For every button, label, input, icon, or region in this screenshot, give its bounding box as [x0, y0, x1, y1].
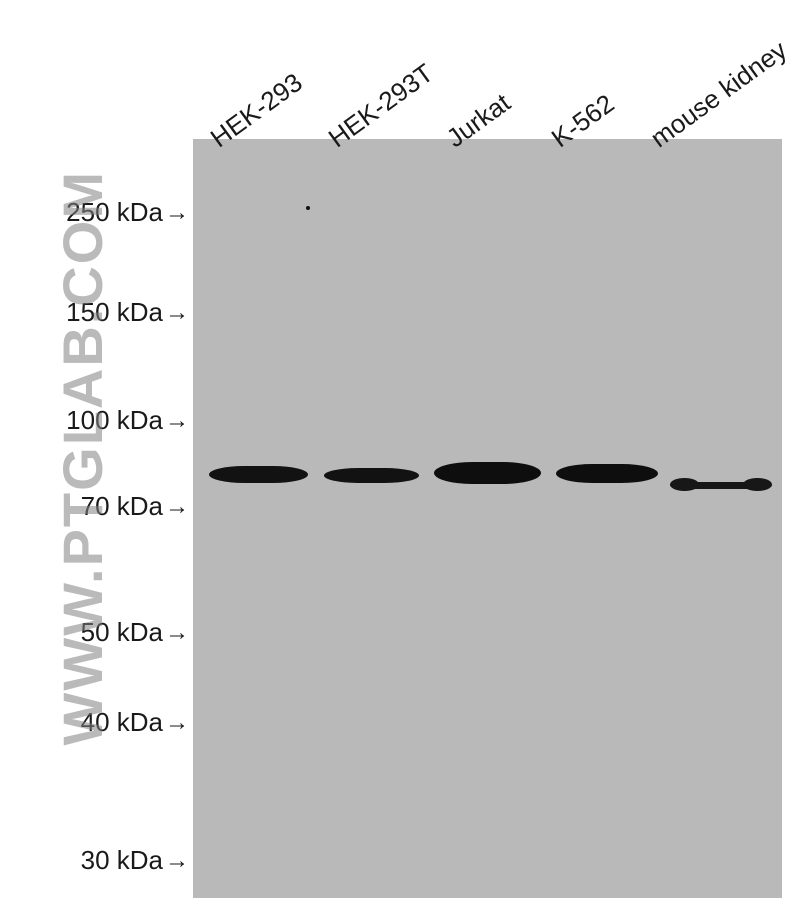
band-lane-2 — [324, 468, 419, 483]
arrow-right-icon: → — [165, 199, 189, 227]
band-lane-4 — [556, 464, 658, 483]
western-blot-figure: HEK-293 HEK-293T Jurkat K-562 mouse kidn… — [0, 0, 810, 903]
blot-membrane — [193, 139, 782, 898]
marker-40: 40 kDa→ — [0, 707, 189, 738]
marker-250: 250 kDa→ — [0, 197, 189, 228]
marker-70: 70 kDa→ — [0, 491, 189, 522]
watermark-text: WWW.PTGLAB.COM — [50, 170, 115, 745]
marker-text: 70 kDa — [81, 491, 163, 522]
blot-speck — [306, 206, 310, 210]
marker-30: 30 kDa→ — [0, 845, 189, 876]
band-lane-1 — [209, 466, 308, 483]
arrow-right-icon: → — [165, 619, 189, 647]
marker-150: 150 kDa→ — [0, 297, 189, 328]
band-lane-3 — [434, 462, 541, 484]
marker-text: 150 kDa — [66, 297, 163, 328]
marker-text: 30 kDa — [81, 845, 163, 876]
arrow-right-icon: → — [165, 493, 189, 521]
marker-text: 40 kDa — [81, 707, 163, 738]
arrow-right-icon: → — [165, 407, 189, 435]
band-end-cap — [743, 478, 772, 491]
arrow-right-icon: → — [165, 847, 189, 875]
marker-100: 100 kDa→ — [0, 405, 189, 436]
band-end-cap — [670, 478, 699, 491]
arrow-right-icon: → — [165, 709, 189, 737]
marker-50: 50 kDa→ — [0, 617, 189, 648]
arrow-right-icon: → — [165, 299, 189, 327]
marker-text: 250 kDa — [66, 197, 163, 228]
lane-label-5: mouse kidney — [645, 35, 793, 154]
marker-text: 100 kDa — [66, 405, 163, 436]
marker-text: 50 kDa — [81, 617, 163, 648]
